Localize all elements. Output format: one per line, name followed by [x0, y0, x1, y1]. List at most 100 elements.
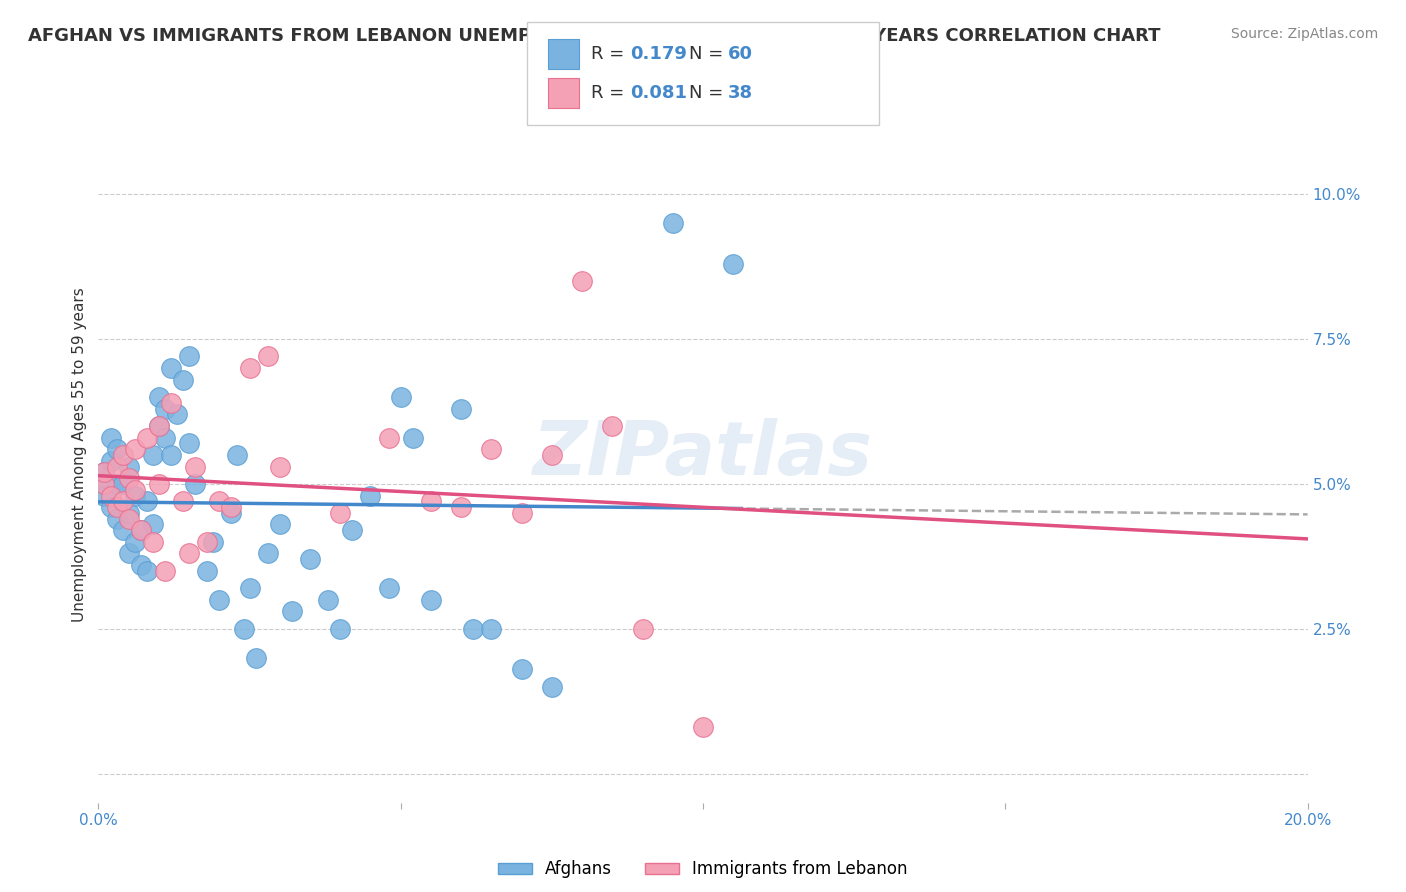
Point [602, 419, 624, 434]
Y-axis label: Unemployment Among Ages 55 to 59 years: Unemployment Among Ages 55 to 59 years [72, 287, 87, 623]
Text: N =: N = [689, 45, 728, 62]
Point [135, 564, 157, 578]
Point [129, 523, 152, 537]
Point [100, 489, 122, 503]
Point [160, 448, 183, 462]
Point [221, 506, 243, 520]
Point [239, 361, 262, 376]
Point [142, 517, 165, 532]
Text: 0.179: 0.179 [630, 45, 686, 62]
Point [692, 721, 714, 735]
Point [208, 494, 231, 508]
Text: N =: N = [689, 84, 728, 102]
Point [93, 466, 115, 480]
Point [179, 546, 201, 561]
Point [105, 512, 128, 526]
Point [540, 680, 562, 694]
Point [93, 466, 115, 480]
Point [208, 592, 231, 607]
Point [172, 373, 194, 387]
Point [148, 419, 170, 434]
Point [118, 459, 141, 474]
Point [662, 216, 685, 230]
Text: 0.081: 0.081 [630, 84, 688, 102]
Point [184, 459, 207, 474]
Text: 38: 38 [728, 84, 754, 102]
Point [195, 564, 218, 578]
Point [420, 592, 443, 607]
Point [329, 506, 352, 520]
Point [111, 476, 134, 491]
Point [105, 442, 128, 457]
Point [420, 494, 443, 508]
Point [723, 257, 745, 271]
Point [571, 274, 593, 288]
Point [124, 483, 146, 497]
Point [179, 436, 201, 450]
Point [226, 448, 249, 462]
Point [124, 489, 146, 503]
Point [184, 476, 207, 491]
Point [245, 651, 267, 665]
Point [377, 431, 399, 445]
Point [179, 350, 201, 364]
Point [299, 552, 322, 566]
Point [481, 442, 503, 457]
Text: R =: R = [591, 84, 630, 102]
Point [202, 535, 225, 549]
Point [93, 489, 115, 503]
Point [316, 592, 339, 607]
Point [105, 500, 128, 514]
Point [129, 523, 152, 537]
Point [129, 558, 152, 573]
Point [148, 390, 170, 404]
Point [402, 431, 425, 445]
Point [221, 500, 243, 514]
Point [360, 489, 382, 503]
Point [142, 535, 165, 549]
Text: 60: 60 [728, 45, 754, 62]
Point [281, 605, 304, 619]
Point [111, 523, 134, 537]
Point [450, 401, 472, 416]
Point [148, 419, 170, 434]
Text: R =: R = [591, 45, 630, 62]
Point [239, 582, 262, 596]
Point [135, 431, 157, 445]
Text: Source: ZipAtlas.com: Source: ZipAtlas.com [1230, 27, 1378, 41]
Point [256, 546, 278, 561]
Point [329, 622, 352, 636]
Point [540, 448, 562, 462]
Point [256, 350, 278, 364]
Point [105, 476, 128, 491]
Text: ZIPatlas: ZIPatlas [533, 418, 873, 491]
Point [510, 662, 533, 677]
Point [269, 517, 291, 532]
Point [160, 396, 183, 410]
Point [105, 459, 128, 474]
Point [118, 506, 141, 520]
Point [232, 622, 254, 636]
Point [93, 476, 115, 491]
Point [135, 494, 157, 508]
Point [389, 390, 412, 404]
Point [118, 546, 141, 561]
Point [377, 582, 399, 596]
Point [481, 622, 503, 636]
Point [124, 442, 146, 457]
Point [195, 535, 218, 549]
Point [100, 500, 122, 514]
Point [450, 500, 472, 514]
Point [124, 535, 146, 549]
Point [118, 512, 141, 526]
Point [111, 448, 134, 462]
Point [93, 476, 115, 491]
Point [160, 361, 183, 376]
Point [172, 494, 194, 508]
Point [118, 471, 141, 485]
Point [111, 494, 134, 508]
Point [148, 476, 170, 491]
Point [342, 523, 364, 537]
Point [142, 448, 165, 462]
Point [100, 454, 122, 468]
